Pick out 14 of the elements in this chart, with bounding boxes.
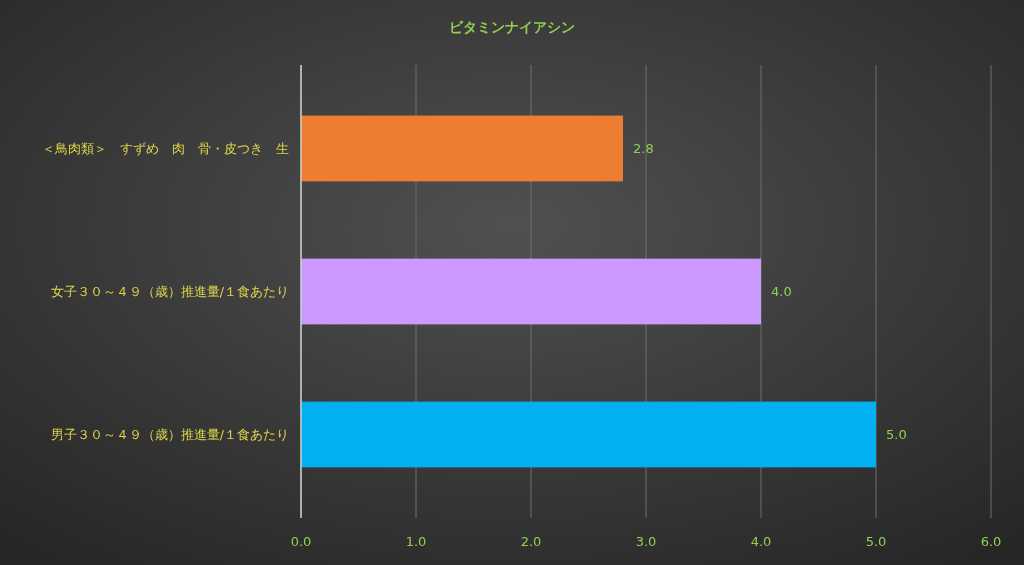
x-tick-label: 2.0	[520, 534, 542, 549]
x-tick-label: 5.0	[865, 534, 887, 549]
x-tick-label: 1.0	[405, 534, 427, 549]
y-tick-label: 女子３０～４９（歳）推進量/１食あたり	[50, 283, 289, 299]
x-tick-label: 3.0	[635, 534, 657, 549]
data-label: 5.0	[886, 427, 907, 443]
x-tick-label: 4.0	[750, 534, 772, 549]
data-label: 2.8	[633, 141, 654, 157]
x-tick-label: 6.0	[980, 534, 1002, 549]
y-tick-label: 男子３０～４９（歳）推進量/１食あたり	[50, 426, 289, 442]
x-tick-label: 0.0	[290, 534, 312, 549]
chart-title: ビタミンナイアシン	[449, 19, 575, 35]
data-label: 4.0	[771, 284, 792, 300]
y-tick-label: ＜鳥肉類＞ すずめ 肉 骨・皮つき 生	[42, 140, 289, 156]
